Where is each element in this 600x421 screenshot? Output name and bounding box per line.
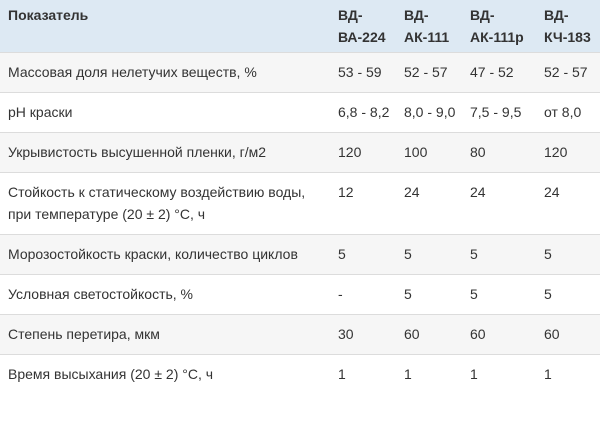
table-row: Укрывистость высушенной пленки, г/м2 120 1… [0, 132, 600, 173]
cell: 5 [536, 234, 600, 275]
cell: 1 [330, 354, 396, 394]
cell: 12 [330, 172, 396, 235]
header-cell: ВД-ВА-224 [330, 0, 396, 53]
header-cell: ВД-АК-111р [462, 0, 536, 53]
row-label: Стойкость к статическому воздействию вод… [0, 172, 330, 235]
cell: 24 [462, 172, 536, 235]
header-cell: Показатель [0, 0, 330, 53]
header-cell: ВД-АК-111 [396, 0, 462, 53]
cell: 6,8 - 8,2 [330, 92, 396, 133]
cell: 1 [462, 354, 536, 394]
table-row: Морозостойкость краски, количество цикло… [0, 234, 600, 275]
cell: 5 [462, 234, 536, 275]
row-label: Морозостойкость краски, количество цикло… [0, 234, 330, 275]
table-row: Условная светостойкость, % -5 5 5 [0, 274, 600, 315]
spec-table: Показатель ВД-ВА-224 ВД-АК-111 ВД-АК-111р ВД… [0, 0, 600, 394]
cell: 5 [536, 274, 600, 315]
table-header: Показатель ВД-ВА-224 ВД-АК-111 ВД-АК-111р ВД… [0, 0, 600, 53]
cell: 5 [396, 234, 462, 275]
header-cell: ВД-КЧ-183 [536, 0, 600, 53]
table-row: Степень перетира, мкм 30 60 60 60 [0, 314, 600, 355]
cell: 24 [396, 172, 462, 235]
row-label: Условная светостойкость, % [0, 274, 330, 315]
table-body: Массовая доля нелетучих веществ, % 53 - 5… [0, 52, 600, 394]
cell: 8,0 - 9,0 [396, 92, 462, 133]
table-row: Массовая доля нелетучих веществ, % 53 - 5… [0, 52, 600, 93]
cell: 120 [330, 132, 396, 173]
cell: 120 [536, 132, 600, 173]
row-label: pH краски [0, 92, 330, 133]
cell: 30 [330, 314, 396, 355]
row-label: Массовая доля нелетучих веществ, % [0, 52, 330, 93]
cell: 60 [462, 314, 536, 355]
cell: 80 [462, 132, 536, 173]
cell: 5 [462, 274, 536, 315]
cell: 1 [536, 354, 600, 394]
cell: 7,5 - 9,5 [462, 92, 536, 133]
cell: 52 - 57 [396, 52, 462, 93]
cell: 60 [536, 314, 600, 355]
row-label: Укрывистость высушенной пленки, г/м2 [0, 132, 330, 173]
cell: 5 [330, 234, 396, 275]
row-label: Степень перетира, мкм [0, 314, 330, 355]
table-row: pH краски 6,8 - 8,2 8,0 - 9,0 7,5 - 9,5 от 8… [0, 92, 600, 133]
table-row: Стойкость к статическому воздействию вод… [0, 172, 600, 235]
cell: 100 [396, 132, 462, 173]
cell: 24 [536, 172, 600, 235]
row-label: Время высыхания (20 ± 2) °С, ч [0, 354, 330, 394]
cell: 60 [396, 314, 462, 355]
header-row: Показатель ВД-ВА-224 ВД-АК-111 ВД-АК-111р ВД… [0, 0, 600, 53]
cell: от 8,0 [536, 92, 600, 133]
cell: 5 [396, 274, 462, 315]
cell: 1 [396, 354, 462, 394]
cell: 52 - 57 [536, 52, 600, 93]
cell: - [330, 274, 396, 315]
cell: 53 - 59 [330, 52, 396, 93]
cell: 47 - 52 [462, 52, 536, 93]
